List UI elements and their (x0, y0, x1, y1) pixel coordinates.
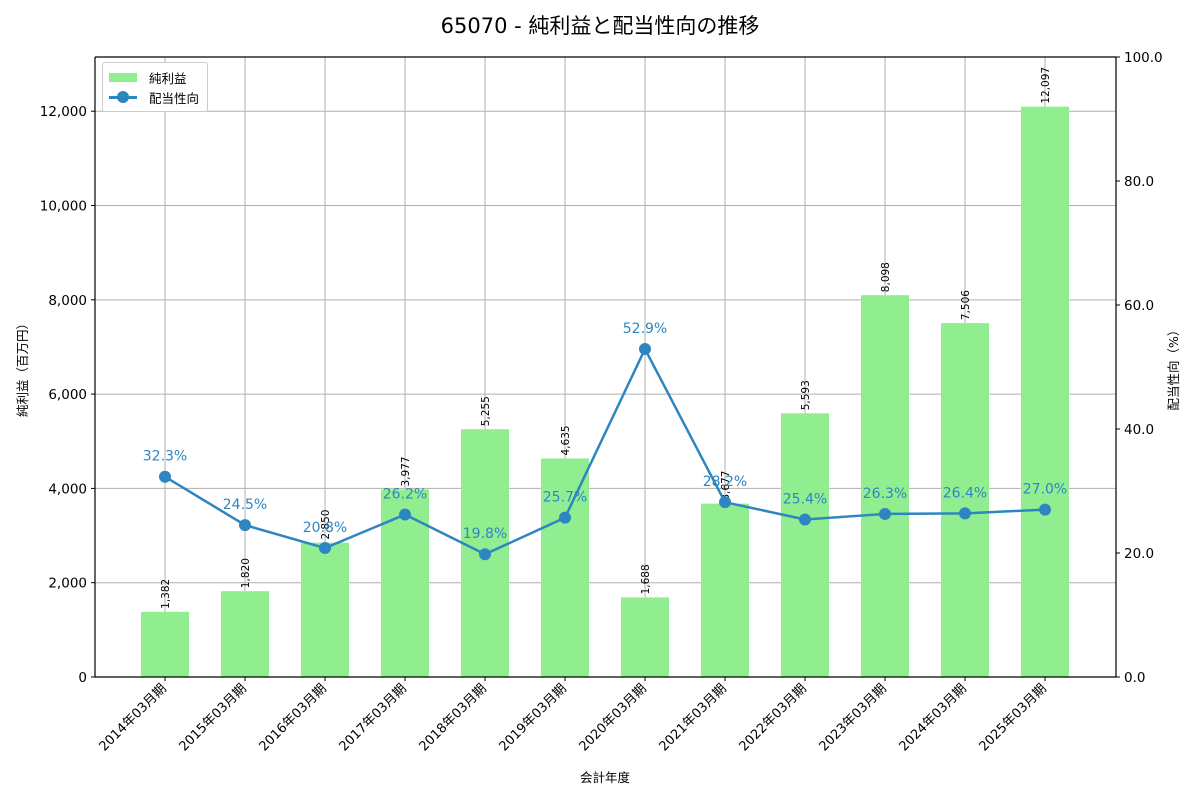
legend-label-net-income: 純利益 (149, 70, 187, 86)
line-marker (319, 542, 331, 555)
bar-value-label: 12,097 (1040, 67, 1052, 104)
tick-label-right: 40.0 (1124, 422, 1154, 438)
bar-net-income (861, 295, 909, 677)
bar-value-label: 7,506 (960, 290, 972, 320)
tick-label-left: 4,000 (48, 481, 87, 497)
line-marker (399, 508, 411, 521)
tick-label-left: 8,000 (48, 293, 87, 309)
tick-label-x: 2023年03月期 (817, 681, 890, 754)
tick-label-x: 2014年03月期 (97, 681, 170, 754)
line-payout-ratio (164, 346, 1046, 556)
bar-net-income (781, 413, 829, 677)
tick-label-right: 80.0 (1124, 174, 1154, 190)
y-axis-label-right: 配当性向（%） (1166, 324, 1181, 411)
bar-net-income (301, 542, 349, 677)
line-value-label: 26.4% (943, 485, 987, 501)
line-marker (479, 548, 491, 561)
bar-value-label: 1,382 (160, 579, 172, 609)
line-value-label: 25.7% (543, 490, 587, 506)
tick-label-left: 10,000 (40, 199, 87, 215)
tick-label-left: 2,000 (48, 576, 87, 592)
tick-label-right: 100.0 (1124, 50, 1163, 66)
line-marker (639, 343, 651, 356)
line-value-label: 26.3% (863, 486, 907, 502)
x-axis-label: 会計年度 (580, 770, 631, 785)
bar-value-label: 5,593 (800, 380, 812, 410)
legend-item-payout-ratio: 配当性向 (109, 87, 199, 107)
tick-label-right: 0.0 (1124, 670, 1145, 686)
bar-net-income (541, 458, 589, 677)
bar-net-income (1021, 106, 1069, 677)
bar-value-label: 5,255 (480, 396, 492, 426)
tick-label-x: 2024年03月期 (897, 681, 970, 754)
tick-label-left: 12,000 (40, 104, 87, 120)
bar-net-income (221, 591, 269, 677)
bar-value-label: 4,635 (560, 425, 572, 455)
bar-value-label: 2,850 (320, 510, 332, 540)
tick-label-x: 2018年03月期 (417, 681, 490, 754)
tick-label-x: 2015年03月期 (177, 681, 250, 754)
tick-label-right: 60.0 (1124, 298, 1154, 314)
tick-label-x: 2017年03月期 (337, 681, 410, 754)
y-axis-label-left: 純利益（百万円） (15, 317, 30, 417)
bar-net-income (701, 503, 749, 677)
bar-value-label: 1,688 (640, 564, 652, 594)
chart-title: 65070 - 純利益と配当性向の推移 (440, 14, 760, 38)
tick-label-x: 2019年03月期 (497, 681, 570, 754)
bar-value-label: 3,677 (720, 471, 732, 501)
legend-label-payout-ratio: 配当性向 (149, 90, 200, 106)
tick-label-x: 2020年03月期 (577, 681, 650, 754)
line-value-label: 52.9% (623, 321, 667, 337)
tick-label-left: 6,000 (48, 387, 87, 403)
line-marker (959, 507, 971, 520)
line-marker (879, 507, 891, 520)
line-value-label: 25.4% (783, 492, 827, 508)
legend-item-net-income: 純利益 (109, 67, 199, 87)
line-value-label: 32.3% (143, 449, 187, 465)
bar-value-label: 8,098 (880, 262, 892, 292)
tick-label-left: 0 (78, 670, 87, 686)
line-marker (799, 513, 811, 526)
line-marker (239, 519, 251, 532)
line-marker (159, 470, 171, 483)
legend: 純利益 配当性向 (102, 62, 209, 112)
line-marker (719, 496, 731, 509)
bar-value-label: 1,820 (240, 558, 252, 588)
bar-net-income (621, 597, 669, 677)
line-marker-swatch-icon (109, 90, 137, 104)
line-marker (1039, 503, 1051, 516)
line-value-label: 26.2% (383, 487, 427, 503)
bar-value-label: 3,977 (400, 456, 412, 486)
line-value-label: 20.8% (303, 520, 347, 536)
line-value-label: 27.0% (1023, 482, 1067, 498)
bar-net-income (941, 323, 989, 677)
line-value-label: 28.2% (703, 474, 747, 490)
tick-label-x: 2025年03月期 (977, 681, 1050, 754)
tick-label-x: 2016年03月期 (257, 681, 330, 754)
line-marker (559, 511, 571, 524)
tick-label-x: 2021年03月期 (657, 681, 730, 754)
tick-label-right: 20.0 (1124, 546, 1154, 562)
line-value-label: 24.5% (223, 497, 267, 513)
tick-label-x: 2022年03月期 (737, 681, 810, 754)
line-value-label: 19.8% (463, 526, 507, 542)
bar-swatch-icon (109, 72, 137, 82)
bar-net-income (141, 611, 189, 677)
